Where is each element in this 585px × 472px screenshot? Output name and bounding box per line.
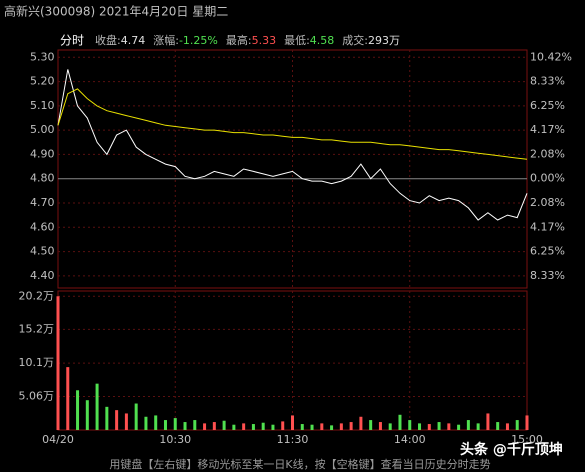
info-value: 4.74: [121, 34, 146, 47]
x-tick-label: 10:30: [159, 433, 191, 446]
volume-bar: [349, 422, 353, 430]
volume-bar: [232, 424, 236, 430]
info-value: -1.25%: [179, 34, 218, 47]
info-label: 收盘:: [95, 33, 121, 47]
info-label: 成交:: [342, 33, 368, 47]
volume-bar: [144, 416, 148, 430]
volume-bar: [291, 415, 294, 430]
volume-bar: [271, 424, 275, 430]
volume-bar: [134, 403, 138, 430]
y-tick-label: 4.40: [30, 269, 55, 282]
volume-bar: [447, 423, 451, 430]
volume-bar: [203, 423, 207, 430]
y2-tick-label: 0.00%: [530, 172, 565, 185]
watermark: 头条 @千斤顶坤: [460, 441, 563, 458]
volume-bar: [320, 423, 324, 430]
y2-tick-label: 6.25%: [530, 245, 565, 258]
volume-bar: [427, 424, 431, 430]
y-tick-label: 4.50: [30, 245, 55, 258]
volume-bar: [466, 420, 470, 430]
info-line: 收盘:4.74 涨幅:-1.25% 最高:5.33 最低:4.58 成交:293万: [95, 33, 400, 47]
volume-bar: [183, 422, 187, 430]
y2-tick-label: 4.17%: [530, 123, 565, 136]
volume-bar: [251, 424, 255, 430]
y2-tick-label: 2.08%: [530, 196, 565, 209]
volume-bar: [457, 424, 461, 430]
info-label: 涨幅:: [153, 34, 179, 47]
y-tick-label: 5.20: [30, 75, 55, 88]
x-tick-label: 11:30: [277, 433, 309, 446]
average-line: [57, 88, 528, 160]
volume-bar: [486, 413, 490, 430]
volume-bar: [437, 422, 441, 430]
volume-bar: [505, 423, 509, 430]
volume-bar: [496, 422, 500, 430]
y-tick-label: 4.80: [30, 172, 55, 185]
y2-tick-label: 10.42%: [530, 50, 572, 63]
y-tick-label: 4.70: [30, 196, 55, 209]
x-tick-label: 14:00: [394, 433, 426, 446]
volume-bar: [163, 420, 167, 430]
volume-bar: [56, 296, 60, 430]
volume-bar: [76, 390, 80, 430]
volume-bar: [85, 400, 89, 430]
y-tick-label: 5.00: [30, 123, 55, 136]
volume-bar: [369, 420, 373, 430]
volume-bar: [525, 415, 529, 430]
volume-bar: [95, 383, 99, 430]
x-tick-label: 04/20: [42, 433, 74, 446]
volume-bar: [408, 420, 412, 430]
volume-bar: [378, 422, 382, 430]
volume-tick-label: 20.2万: [19, 289, 55, 302]
volume-bar: [115, 410, 119, 430]
y-tick-label: 4.60: [30, 220, 55, 233]
volume-bar: [398, 414, 402, 430]
volume-bar: [105, 406, 109, 430]
info-label: 最高:: [226, 33, 252, 47]
volume-bar: [300, 424, 304, 430]
volume-bar: [476, 423, 480, 430]
y2-tick-label: 8.33%: [530, 269, 565, 282]
y-tick-label: 5.30: [30, 50, 55, 63]
footer-hint: 用键盘【左右键】移动光标至某一日K线，按【空格键】查看当日历史分时走势: [109, 457, 490, 471]
y-tick-label: 5.10: [30, 99, 55, 112]
y2-tick-label: 2.08%: [530, 147, 565, 160]
volume-bar: [242, 423, 246, 430]
volume-bar: [261, 422, 265, 430]
volume-bar: [310, 424, 314, 430]
volume-bar: [173, 418, 177, 430]
y2-tick-label: 6.25%: [530, 99, 565, 112]
volume-tick-label: 15.2万: [19, 322, 55, 335]
volume-bar: [212, 422, 216, 430]
volume-bar: [124, 413, 128, 430]
x-tick-label: 15:00: [511, 433, 543, 446]
price-line: [57, 69, 528, 221]
volume-bar: [515, 420, 519, 430]
volume-bar: [330, 425, 334, 430]
volume-bar: [339, 423, 343, 430]
info-value: 293万: [368, 34, 400, 47]
y-tick-label: 4.90: [30, 147, 55, 160]
volume-bar: [66, 367, 70, 430]
volume-bar: [154, 415, 158, 430]
y2-tick-label: 8.33%: [530, 75, 565, 88]
volume-bar: [222, 420, 226, 430]
volume-bar: [359, 416, 363, 430]
chart-title: 高新兴(300098) 2021年4月20日 星期二: [4, 4, 228, 19]
info-value: 5.33: [252, 34, 277, 47]
volume-bar: [418, 423, 422, 430]
y2-tick-label: 4.17%: [530, 220, 565, 233]
volume-tick-label: 5.06万: [19, 390, 55, 403]
info-value: 4.58: [310, 34, 335, 47]
mode-label: 分时: [60, 34, 84, 48]
volume-bar: [388, 423, 392, 430]
volume-tick-label: 10.1万: [19, 356, 55, 369]
volume-bar: [193, 420, 197, 430]
volume-bar: [281, 421, 285, 430]
info-label: 最低:: [284, 34, 310, 47]
